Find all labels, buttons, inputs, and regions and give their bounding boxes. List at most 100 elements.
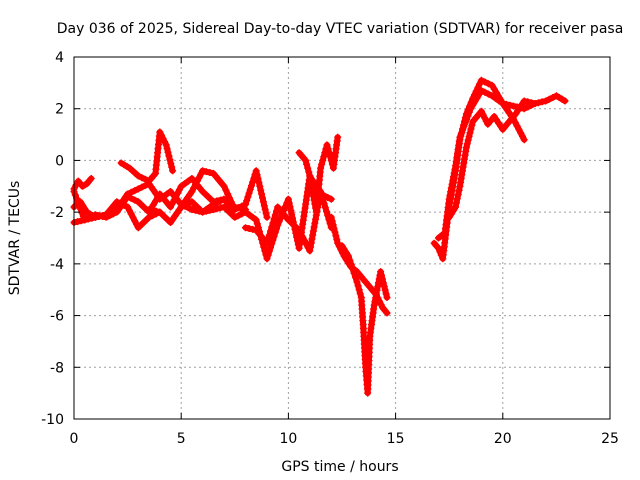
data-point (265, 247, 273, 255)
data-point (168, 163, 176, 171)
y-tick-label: 4 (55, 50, 64, 66)
plot-frame (73, 56, 611, 420)
data-point (184, 200, 192, 207)
x-tick-label: 20 (494, 431, 512, 447)
data-series (177, 172, 335, 263)
data-point (381, 286, 389, 294)
data-point (479, 111, 487, 118)
data-point (350, 269, 358, 277)
y-tick-label: -2 (50, 205, 64, 221)
data-point (319, 156, 327, 164)
data-point (222, 186, 230, 194)
data-point (258, 190, 266, 198)
data-point (202, 168, 210, 176)
data-point (273, 207, 280, 215)
chart-title: Day 036 of 2025, Sidereal Day-to-day VTE… (57, 21, 624, 37)
data-point (263, 213, 271, 221)
data-point (485, 80, 492, 88)
data-point (520, 97, 528, 105)
data-point (380, 282, 388, 290)
data-point (318, 160, 326, 168)
data-point (120, 201, 128, 209)
data-point (477, 107, 485, 115)
data-point (264, 251, 272, 259)
data-point (344, 252, 352, 260)
data-point (383, 309, 391, 317)
data-point (284, 195, 292, 203)
data-point (323, 208, 330, 216)
data-point (134, 185, 142, 193)
data-point (71, 191, 79, 199)
data-point (285, 199, 293, 207)
data-point (217, 197, 224, 205)
data-point (306, 247, 314, 255)
data-point (253, 220, 261, 228)
data-point (331, 228, 339, 236)
data-point (467, 125, 475, 133)
data-point (524, 98, 532, 106)
data-point (264, 235, 272, 243)
data-point (454, 191, 462, 199)
data-point (485, 90, 492, 98)
data-point (288, 210, 296, 218)
data-point (506, 101, 514, 109)
data-point (320, 200, 328, 207)
data-point (220, 195, 228, 203)
data-point (453, 195, 461, 203)
data-series (117, 128, 177, 185)
data-point (268, 223, 276, 231)
data-point (465, 132, 473, 140)
data-point (166, 156, 174, 164)
data-point (259, 198, 267, 206)
data-point (261, 206, 269, 214)
data-point (275, 217, 283, 225)
data-point (465, 108, 473, 116)
data-point (304, 164, 312, 172)
data-point (354, 282, 362, 290)
data-point (163, 190, 171, 198)
data-point (87, 175, 95, 182)
data-point (481, 88, 489, 96)
data-point (377, 268, 385, 276)
data-point (199, 167, 207, 175)
data-point (469, 101, 477, 109)
data-point (246, 185, 254, 193)
data-point (138, 183, 146, 191)
data-point (260, 243, 268, 251)
y-tick-label: -6 (50, 309, 64, 325)
data-point (138, 174, 146, 182)
data-point (474, 84, 482, 91)
data-point (267, 227, 274, 235)
axis-layer: 0 5 10 15 20 25 -10 -8 -6 -4 -2 0 2 4 (41, 50, 619, 447)
data-point (456, 133, 464, 141)
data-point (463, 115, 471, 123)
data-point (255, 178, 263, 186)
data-point (355, 286, 363, 294)
data-point (488, 81, 496, 89)
data-point (475, 90, 483, 98)
data-point (159, 135, 167, 142)
data-point (95, 213, 103, 220)
data-point (378, 271, 385, 279)
data-point (152, 207, 160, 215)
data-point (542, 97, 550, 105)
data-point (549, 94, 557, 101)
data-point (270, 215, 278, 223)
data-point (242, 224, 249, 232)
data-point (220, 182, 228, 190)
x-axis-label: GPS time / hours (281, 459, 398, 475)
data-point (248, 182, 255, 190)
data-point (464, 136, 472, 144)
data-point (531, 100, 539, 107)
data-point (145, 213, 153, 221)
data-point (379, 279, 387, 287)
data-point (225, 194, 233, 202)
data-point (311, 219, 319, 227)
x-tick-label: 10 (279, 431, 297, 447)
data-point (157, 131, 165, 139)
data-point (167, 159, 175, 167)
data-point (269, 219, 277, 227)
data-point (206, 169, 214, 176)
data-point (244, 193, 252, 201)
data-point (91, 213, 99, 221)
